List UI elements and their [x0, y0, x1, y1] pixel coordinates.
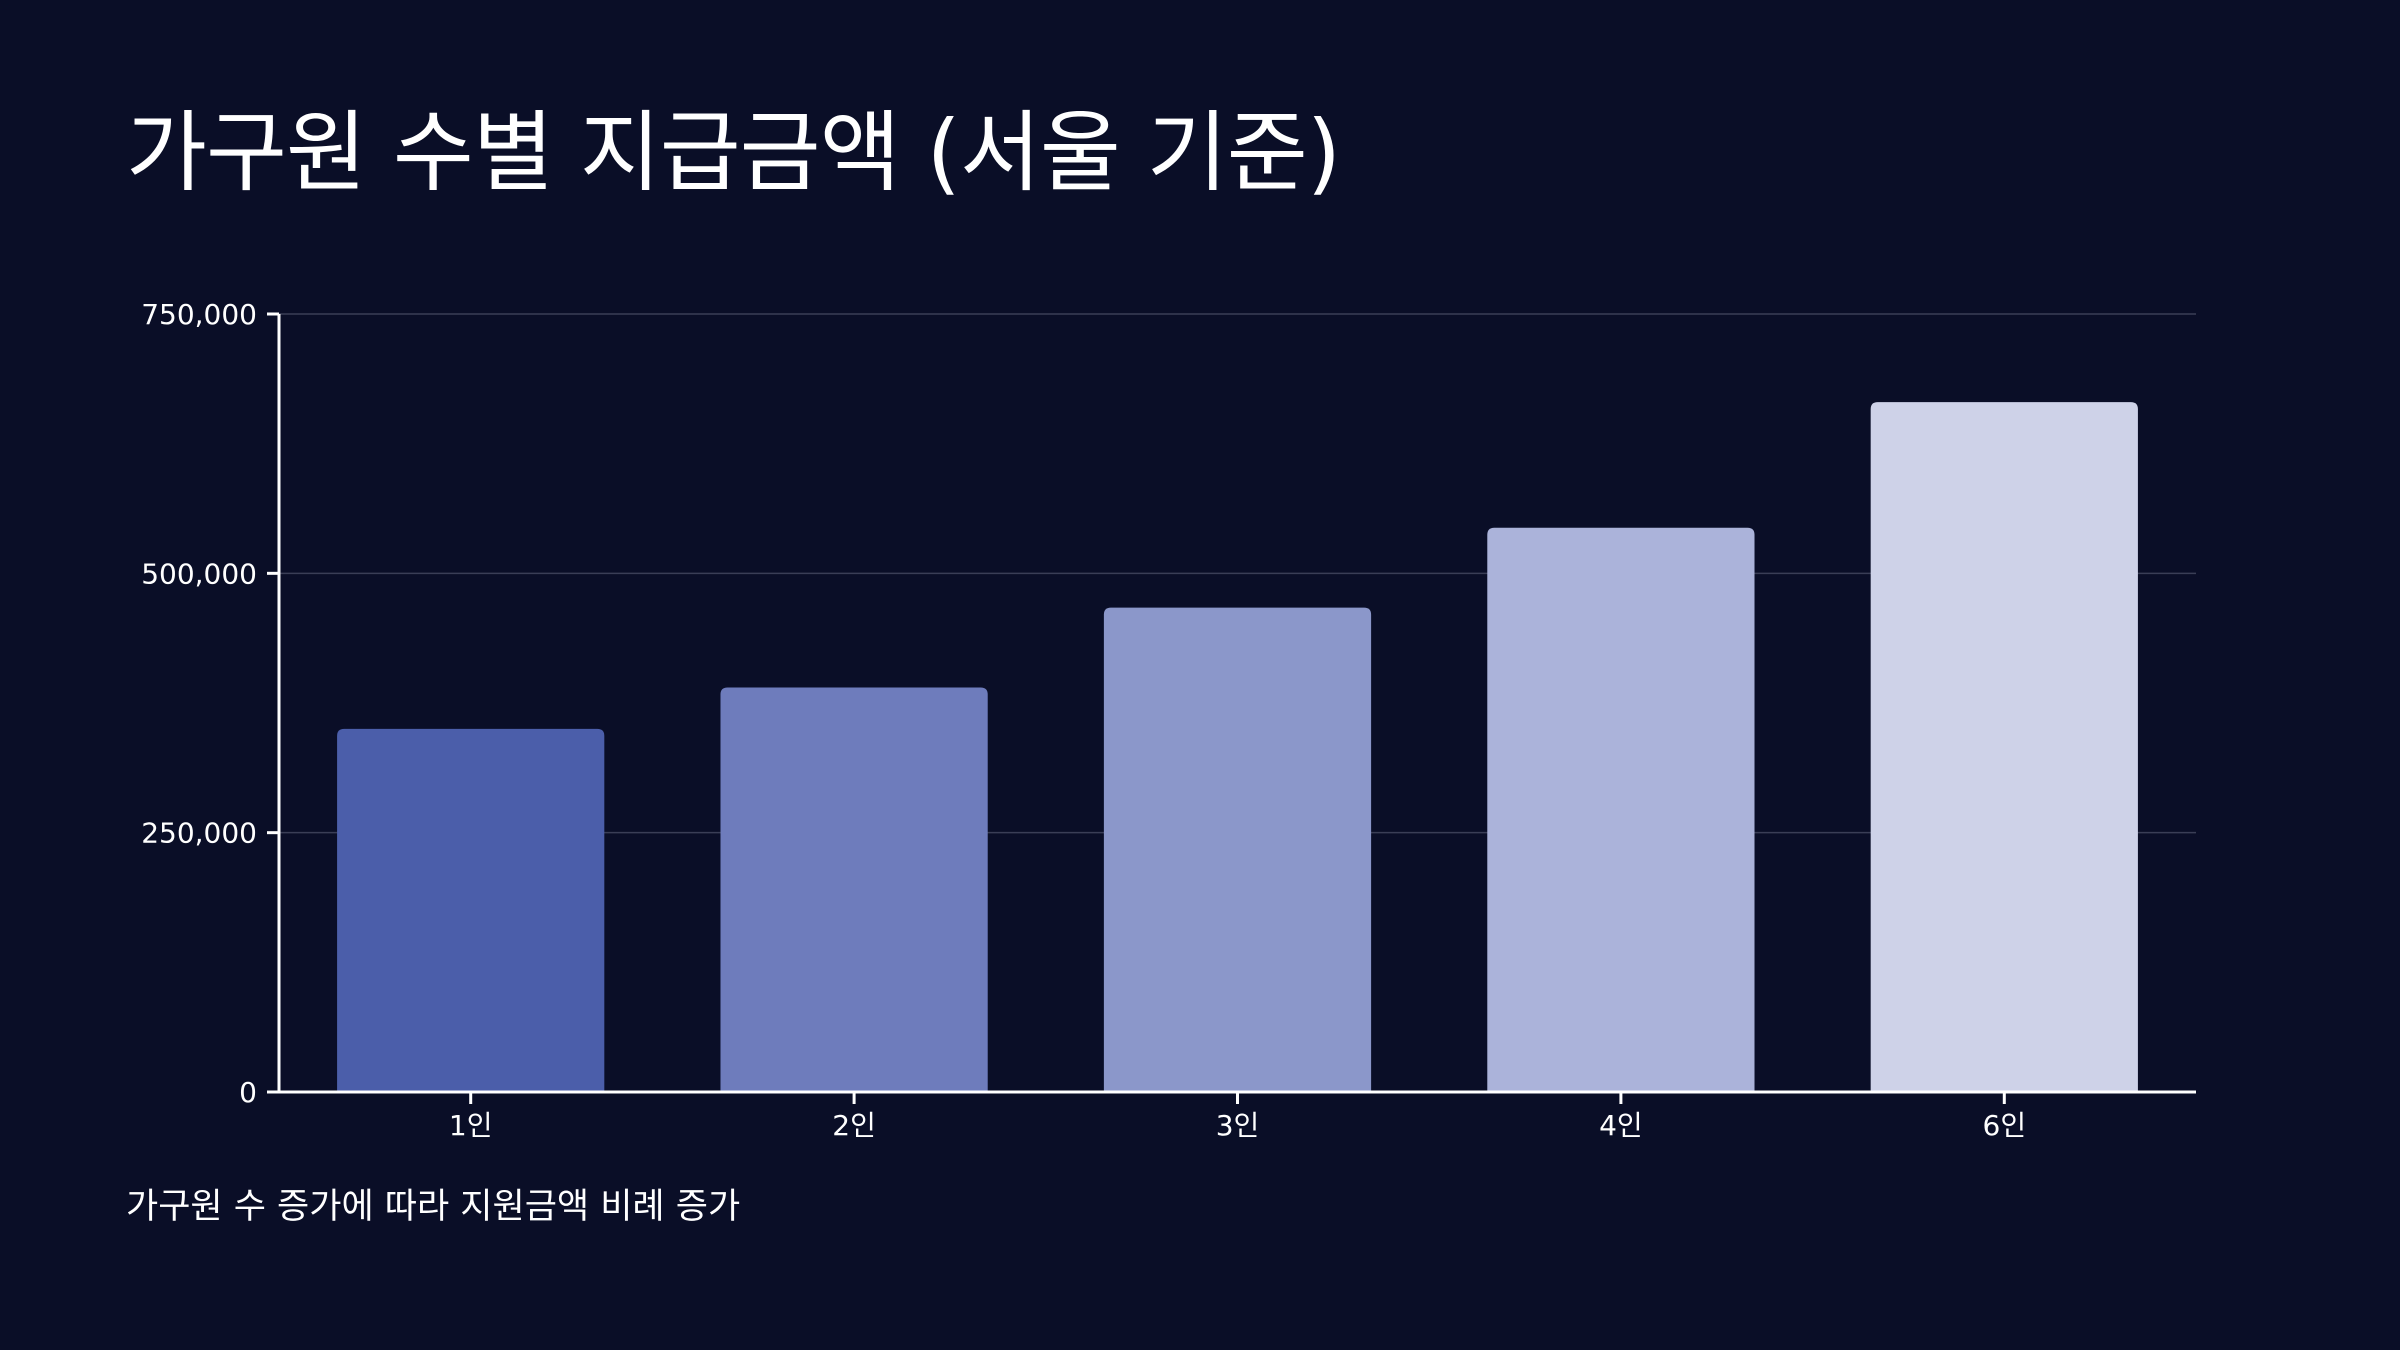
bar-1인 [337, 728, 605, 1092]
x-tick-label-1: 2인 [832, 1109, 876, 1142]
x-tick-label-3: 4인 [1599, 1109, 1643, 1142]
y-axis-ticks: 0 250,000 500,000 750,000 [141, 298, 279, 1109]
bar-2인 [720, 687, 988, 1092]
x-axis-ticks: 1인 2인 3인 4인 6인 [449, 1092, 2026, 1142]
chart-caption: 가구원 수 증가에 따라 지원금액 비례 증가 [126, 1187, 741, 1227]
y-tick-label-3: 750,000 [141, 298, 257, 331]
y-tick-label-2: 500,000 [141, 557, 257, 590]
y-tick-label-1: 250,000 [141, 817, 257, 850]
bars [337, 402, 2138, 1092]
bar-3인 [1103, 607, 1372, 1092]
bar-6인 [1870, 402, 2138, 1092]
bar-4인 [1487, 527, 1755, 1092]
x-tick-label-4: 6인 [1983, 1109, 2027, 1142]
chart-title: 가구원 수별 지급금액 (서울 기준) [126, 101, 1341, 204]
x-tick-label-2: 3인 [1216, 1109, 1260, 1142]
x-tick-label-0: 1인 [449, 1109, 493, 1142]
y-tick-label-0: 0 [239, 1076, 257, 1109]
